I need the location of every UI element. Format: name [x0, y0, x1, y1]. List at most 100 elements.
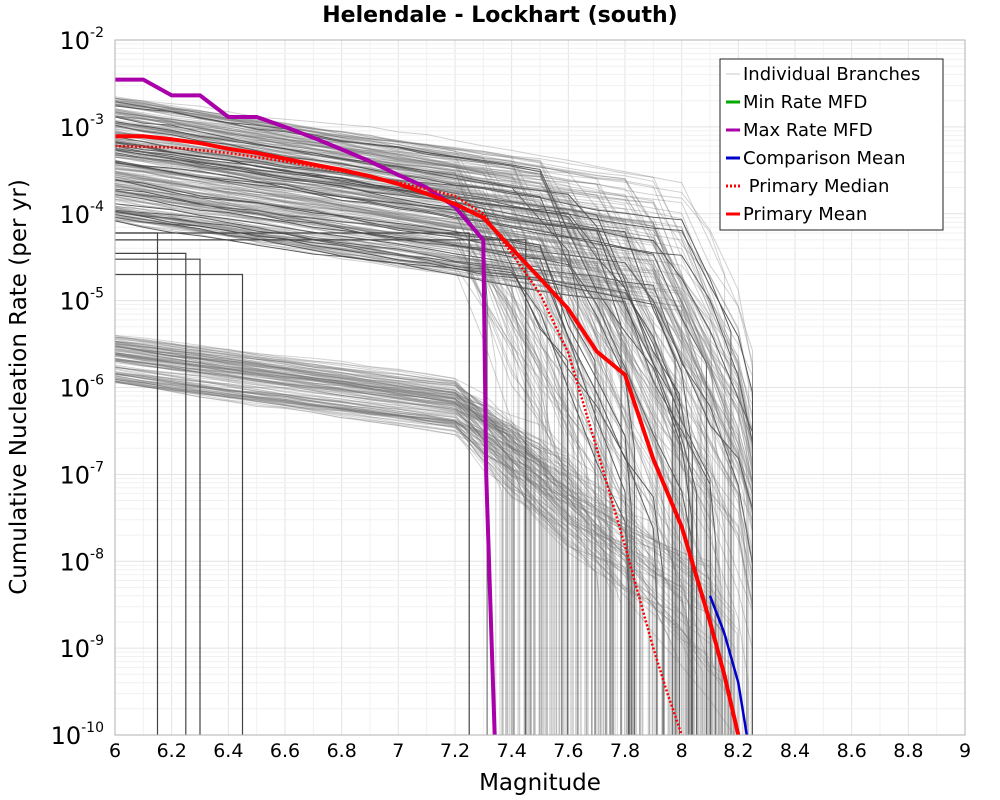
branch-line [114, 178, 753, 735]
branch-line [114, 104, 729, 735]
branch-line [114, 353, 530, 735]
branch-line [114, 210, 690, 735]
branch-line [114, 130, 651, 735]
branch-line [114, 196, 752, 735]
branch-line [114, 192, 753, 735]
branch-line [114, 359, 534, 735]
branch-line [114, 147, 557, 735]
branch-line [114, 203, 629, 735]
branch-line [114, 99, 753, 735]
branch-line [114, 97, 705, 735]
branch-line [114, 159, 678, 735]
branch-line [114, 161, 723, 735]
branch-line [114, 97, 603, 735]
legend-box [719, 58, 944, 231]
branch-line [114, 184, 753, 735]
branch-line [114, 352, 693, 735]
branch-line [114, 165, 753, 735]
branch-line [114, 190, 753, 735]
branch-line [114, 199, 520, 735]
branch-line [114, 336, 532, 735]
branch-line [115, 273, 244, 735]
branch-line [114, 368, 663, 735]
branch-line [114, 186, 753, 735]
branch-line [114, 382, 726, 735]
branch-line [114, 358, 552, 735]
branch-line [114, 182, 638, 735]
branch-line [114, 352, 712, 735]
branch-line [114, 334, 653, 735]
branch-line [114, 214, 732, 735]
branch-line [114, 115, 691, 735]
branch-line [114, 198, 687, 735]
y-tick-base: 10 [59, 375, 90, 403]
branch-line [114, 190, 586, 735]
branch-line [114, 98, 663, 735]
branch-line [114, 104, 726, 735]
branch-line [114, 206, 569, 735]
branch-line [114, 381, 514, 735]
y-tick-label: 10-2 [59, 25, 104, 55]
branch-line [114, 345, 513, 735]
branch-line [114, 366, 561, 735]
branch-line [114, 194, 664, 735]
y-tick-base: 10 [59, 288, 90, 316]
branch-line [114, 176, 694, 735]
y-axis-label: Cumulative Nucleation Rate (per yr) [6, 179, 32, 595]
branch-line [114, 136, 732, 735]
branch-line [114, 346, 569, 735]
branch-line [114, 121, 680, 735]
branch-line [114, 97, 631, 735]
branch-line [114, 156, 630, 735]
branch-line [114, 378, 730, 735]
branch-line [114, 116, 665, 735]
y-tick-exponent: -9 [90, 633, 104, 649]
branch-line [114, 100, 657, 735]
branch-line [114, 346, 716, 735]
branch-line [114, 372, 689, 735]
branch-line [114, 382, 704, 735]
branch-line [114, 360, 688, 735]
branch-line [114, 346, 526, 735]
branch-line [114, 176, 600, 735]
branch-line [114, 187, 560, 735]
branch-line [114, 101, 669, 735]
x-tick-label: 8.2 [723, 740, 753, 762]
branch-line [114, 357, 693, 735]
y-tick-exponent: -7 [90, 459, 104, 475]
branch-line [114, 213, 753, 735]
x-tick-label: 6.2 [157, 740, 187, 762]
branch-line [114, 195, 695, 735]
branch-line [114, 190, 623, 735]
branch-line [114, 212, 642, 735]
x-tick-label: 8.8 [893, 740, 923, 762]
branch-line [114, 185, 726, 735]
branch-line [114, 97, 673, 735]
branch-line [114, 185, 673, 735]
series-line [115, 134, 741, 736]
branch-line [114, 350, 723, 735]
branch-line [114, 353, 644, 735]
branch-line [114, 176, 593, 735]
branch-line [114, 360, 690, 735]
branch-line [114, 111, 635, 735]
legend-label: Primary Mean [743, 204, 867, 225]
branch-line [115, 239, 527, 735]
branch-line [114, 140, 649, 735]
branch-line [114, 208, 730, 735]
branch-line [114, 354, 650, 735]
branch-line [114, 115, 753, 735]
x-tick-label: 9 [959, 740, 971, 762]
x-tick-label: 6.4 [213, 740, 243, 762]
y-tick-base: 10 [59, 201, 90, 229]
branch-line [114, 217, 753, 735]
branch-line [114, 340, 568, 735]
branch-line [114, 96, 734, 735]
branch-line [114, 211, 684, 735]
plot-frame [114, 39, 966, 736]
branch-line [114, 205, 677, 735]
y-tick-exponent: -5 [90, 286, 104, 302]
branch-line [114, 172, 703, 735]
branch-line [114, 206, 606, 735]
